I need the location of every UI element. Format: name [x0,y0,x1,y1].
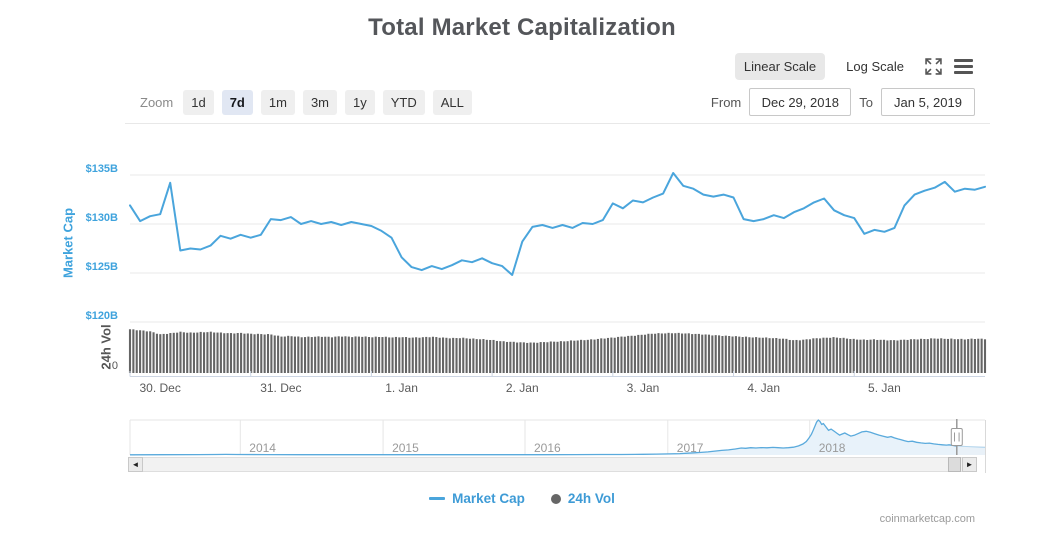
volume-bars [128,329,987,373]
zoom-button-all[interactable]: ALL [432,89,472,115]
x-axis-label-7: 5. Jan [868,381,901,395]
y-tick-120b: $120B [85,310,118,322]
zoom-label: Zoom [140,94,174,110]
x-axis-label-4: 2. Jan [505,381,539,395]
from-label: From [710,94,742,110]
zoom-button-7d[interactable]: 7d [221,89,253,115]
zoom-buttons: 1d 7d 1m 3m 1y YTD ALL [183,89,472,115]
y-tick-135b: $135B [85,163,118,175]
zoom-button-ytd[interactable]: YTD [382,89,425,115]
navigator-right-border [985,420,986,473]
year-label-2014: 2014 [249,441,276,455]
navigator-handle[interactable] [950,419,963,455]
navigator-area[interactable] [130,420,957,455]
legend: Market Cap 24h Vol [0,491,1044,506]
x-axis-label-3: 1. Jan [385,381,418,395]
zoom-button-3m[interactable]: 3m [302,89,337,115]
circle-marker-icon [550,493,561,504]
watermark: coinmarketcap.com [879,513,975,525]
zoom-button-1y[interactable]: 1y [345,89,375,115]
year-label-2018: 2018 [818,441,846,455]
scrollbar-thumb[interactable] [948,457,961,472]
linear-scale-button[interactable]: Linear Scale [734,53,826,80]
x-axis-label-2: 31. Dec [260,381,302,395]
from-date-input[interactable] [749,88,852,116]
scale-controls: Linear Scale Log Scale [734,53,974,80]
x-axis-label-1: 30. Dec [139,381,181,395]
year-label-2015: 2015 [392,441,419,455]
market-cap-line [129,172,986,276]
fullscreen-icon[interactable] [925,58,942,75]
menu-icon[interactable] [954,59,974,74]
to-date-input[interactable] [881,88,975,116]
legend-market-cap[interactable]: Market Cap [429,491,525,506]
scrollbar-track[interactable] [128,457,977,472]
legend-24h-vol[interactable]: 24h Vol [550,491,615,506]
x-axis-label-5: 3. Jan [626,381,660,395]
divider [125,123,990,124]
vol-zero-label: 0 [111,360,118,372]
x-axis-label-6: 4. Jan [747,381,781,395]
chart-title: Total Market Capitalization [368,14,676,41]
line-marker-icon [429,497,446,500]
zoom-toolbar: Zoom 1d 7d 1m 3m 1y YTD ALL From To [140,88,975,116]
y-tick-125b: $125B [85,261,118,273]
zoom-button-1m[interactable]: 1m [260,89,295,115]
year-label-2017: 2017 [676,441,704,455]
y-tick-130b: $130B [85,212,118,224]
to-label: To [859,94,873,110]
scrollbar-left-button[interactable]: ◄ [128,457,143,472]
zoom-button-1d[interactable]: 1d [183,89,214,115]
log-scale-button[interactable]: Log Scale [837,53,913,80]
year-label-2016: 2016 [534,441,561,455]
navigator-line [129,419,957,456]
scrollbar-right-button[interactable]: ► [962,457,977,472]
